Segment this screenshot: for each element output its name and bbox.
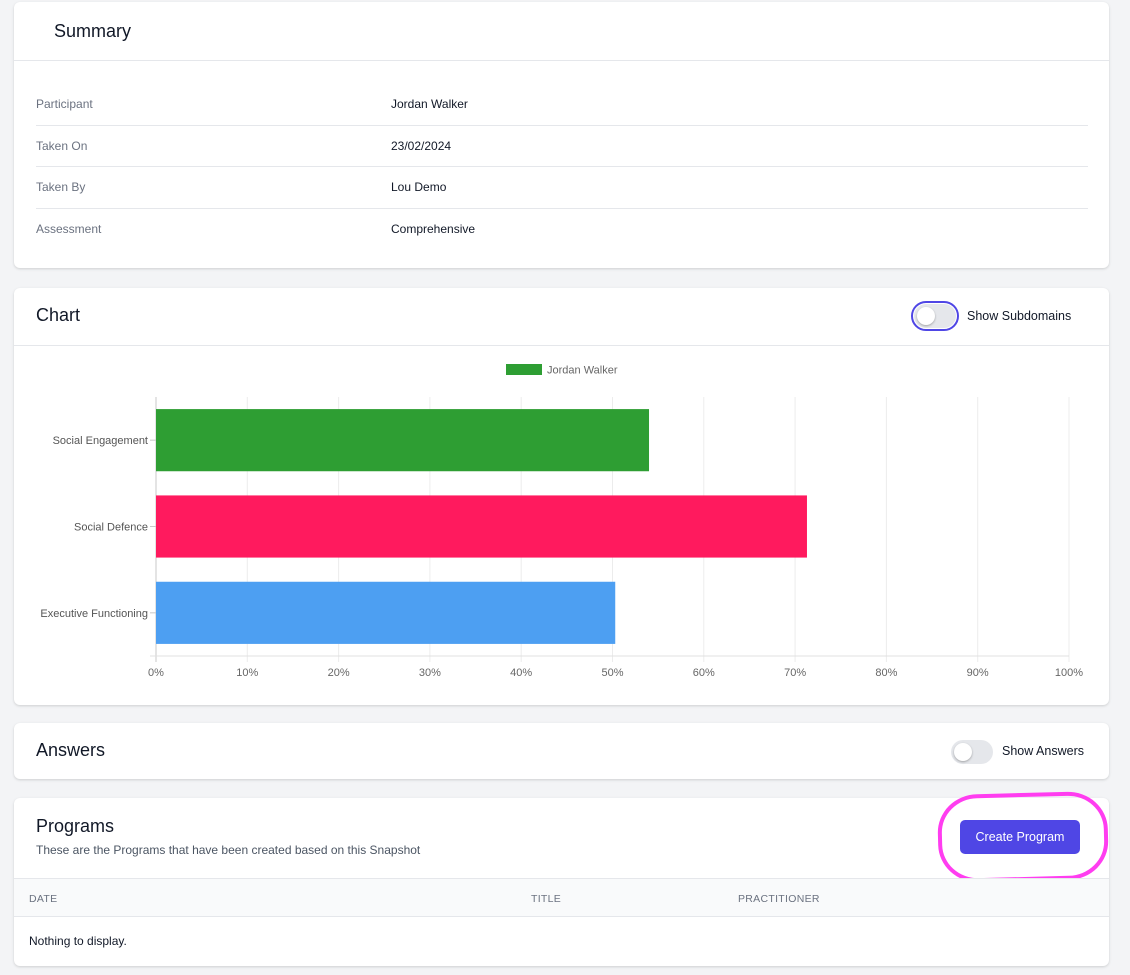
summary-row-assessment: Assessment Comprehensive [36, 209, 1088, 251]
x-tick-label: 50% [601, 667, 623, 679]
summary-list: Participant Jordan Walker Taken On 23/02… [36, 84, 1088, 250]
summary-row-taken-by: Taken By Lou Demo [36, 167, 1088, 209]
summary-value: Jordan Walker [391, 97, 468, 112]
show-subdomains-toggle[interactable] [911, 301, 959, 331]
chart-title: Chart [36, 305, 81, 325]
summary-card: Summary Participant Jordan Walker Taken … [14, 2, 1109, 268]
x-tick-label: 30% [419, 667, 441, 679]
summary-title: Summary [54, 21, 132, 41]
summary-label: Participant [36, 97, 93, 112]
chart-card: Chart Show Subdomains 0% 10% 20% 30% 40% 50% 6… [14, 288, 1109, 705]
x-tick-label: 100% [1055, 667, 1083, 679]
programs-card: Programs These are the Programs that hav… [14, 790, 1110, 966]
x-tick-label: 80% [875, 667, 897, 679]
bar [156, 581, 616, 644]
summary-value: Lou Demo [391, 180, 447, 195]
summary-row-participant: Participant Jordan Walker [36, 84, 1088, 126]
toggle-knob [917, 307, 935, 325]
programs-title: Programs [36, 816, 115, 836]
y-tick-label: Social Engagement [53, 435, 148, 447]
summary-value: Comprehensive [391, 222, 476, 237]
empty-state-text: Nothing to display. [29, 934, 127, 948]
x-tick-label: 40% [510, 667, 532, 679]
answers-title: Answers [36, 740, 106, 760]
y-tick-label: Social Defence [74, 522, 148, 534]
programs-subtitle: These are the Programs that have been cr… [36, 843, 421, 857]
column-header-date[interactable]: DATE [29, 893, 58, 905]
x-tick-label: 70% [784, 667, 806, 679]
column-header-title[interactable]: TITLE [531, 893, 562, 905]
summary-label: Assessment [36, 222, 102, 237]
chart-header: Chart Show Subdomains [14, 288, 1109, 346]
column-header-practitioner[interactable]: PRACTITIONER [738, 893, 820, 905]
summary-header: Summary [14, 2, 1109, 61]
x-tick-label: 90% [967, 667, 989, 679]
answers-card: Answers Show Answers [14, 723, 1109, 779]
legend-label: Jordan Walker [547, 365, 618, 377]
summary-value: 23/02/2024 [391, 138, 452, 153]
toggle-knob [954, 743, 972, 761]
summary-label: Taken On [36, 138, 88, 153]
x-tick-label: 10% [236, 667, 258, 679]
x-tick-label: 0% [148, 667, 164, 679]
summary-label: Taken By [36, 180, 86, 195]
bar-chart: 0% 10% 20% 30% 40% 50% 60% 70% 80% 90% 100% Social … [40, 364, 1083, 679]
y-tick-label: Executive Functioning [40, 608, 148, 620]
programs-table-header: DATE TITLE PRACTITIONER [14, 878, 1109, 917]
x-tick-label: 20% [328, 667, 350, 679]
bar [156, 495, 807, 558]
summary-row-taken-on: Taken On 23/02/2024 [36, 126, 1088, 167]
show-subdomains-label: Show Subdomains [967, 309, 1072, 323]
bar [156, 409, 650, 472]
show-answers-toggle[interactable] [951, 740, 993, 764]
show-answers-label: Show Answers [1002, 744, 1084, 758]
x-tick-label: 60% [693, 667, 715, 679]
legend-swatch [506, 364, 542, 375]
create-program-button[interactable]: Create Program [960, 820, 1080, 854]
